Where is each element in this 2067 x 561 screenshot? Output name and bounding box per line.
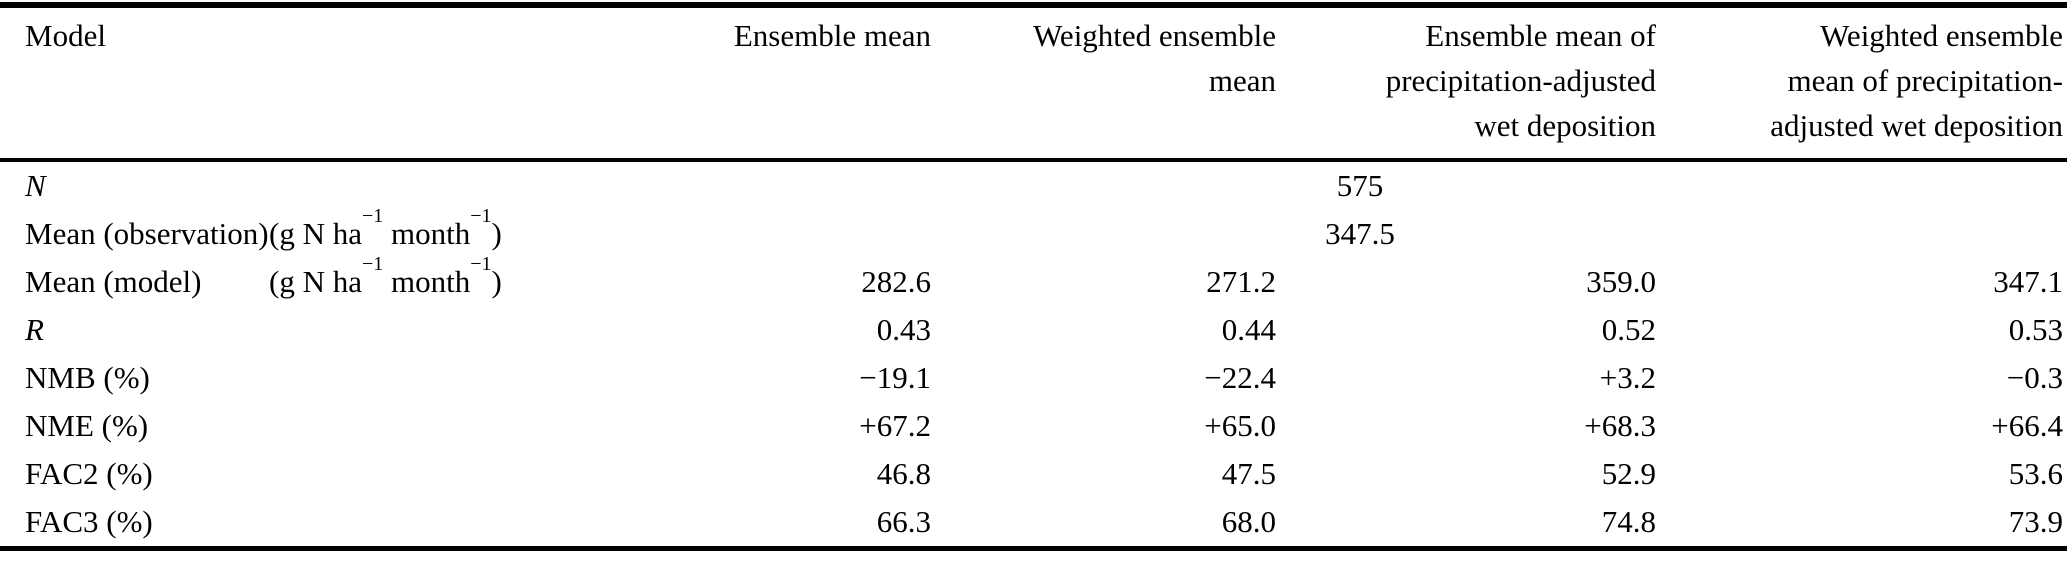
- cell-value: 359.0: [1586, 264, 1656, 299]
- cell-value: 52.9: [1601, 456, 1656, 491]
- row-label-nme: NME (%): [25, 408, 149, 443]
- cell-value: 73.9: [2008, 504, 2063, 539]
- cell-value: 0.52: [1601, 312, 1656, 347]
- column-header-weighted-ensemble-mean: Weighted ensemble mean: [1033, 18, 1276, 98]
- cell-value: −19.1: [859, 360, 931, 395]
- row-label-r: R: [25, 312, 44, 347]
- row-label-fac3: FAC3 (%): [25, 504, 153, 539]
- row-label-mean-model: Mean (model) (g N ha−1 month−1): [25, 252, 502, 299]
- cell-value: 53.6: [2008, 456, 2063, 491]
- cell-value: 271.2: [1206, 264, 1276, 299]
- unit-label: (g N ha−1 month−1): [269, 204, 502, 251]
- superscript-exponent: −1: [361, 204, 384, 227]
- cell-value: −22.4: [1204, 360, 1276, 395]
- row-label-mean-observation: Mean (observation)(g N ha−1 month−1): [25, 204, 502, 251]
- table-row-r: R 0.43 0.44 0.52 0.53: [0, 306, 2067, 354]
- cell-value: 74.8: [1601, 504, 1656, 539]
- unit-label: (g N ha−1 month−1): [269, 252, 502, 299]
- table-row-nmb: NMB (%) −19.1 −22.4 +3.2 −0.3: [0, 354, 2067, 402]
- table-row-nme: NME (%) +67.2 +65.0 +68.3 +66.4: [0, 402, 2067, 450]
- cell-value: +65.0: [1204, 408, 1276, 443]
- row-label-fac2: FAC2 (%): [25, 456, 153, 491]
- cell-value: −0.3: [2006, 360, 2063, 395]
- column-header-model: Model: [25, 18, 106, 53]
- cell-value: 282.6: [861, 264, 931, 299]
- cell-value: 68.0: [1221, 504, 1276, 539]
- cell-value: +67.2: [859, 408, 931, 443]
- cell-mean-observation-value: 347.5: [1325, 216, 1395, 251]
- table-row-fac3: FAC3 (%) 66.3 68.0 74.8 73.9: [0, 498, 2067, 549]
- superscript-exponent: −1: [470, 204, 492, 227]
- cell-value: 0.44: [1221, 312, 1276, 347]
- table-row-mean-model: Mean (model) (g N ha−1 month−1) 282.6 271…: [0, 252, 2067, 306]
- row-label-n: N: [25, 168, 46, 203]
- cell-value: +66.4: [1991, 408, 2063, 443]
- cell-value: 0.53: [2008, 312, 2063, 347]
- column-header-weighted-ensemble-mean-precip-adjusted: Weighted ensemble mean of precipitation-…: [1770, 18, 2063, 143]
- row-label-nmb: NMB (%): [25, 360, 150, 395]
- table-row-mean-observation: Mean (observation)(g N ha−1 month−1) 347…: [0, 204, 2067, 258]
- cell-value: 46.8: [876, 456, 931, 491]
- table-row-n: N 575: [0, 160, 2067, 210]
- cell-value: +3.2: [1599, 360, 1656, 395]
- cell-value: 47.5: [1221, 456, 1276, 491]
- cell-value: 347.1: [1993, 264, 2063, 299]
- column-header-ensemble-mean-precip-adjusted: Ensemble mean of precipitation-adjusted …: [1385, 18, 1656, 143]
- header-row: Model Ensemble mean Weighted ensemble me…: [0, 5, 2067, 160]
- superscript-exponent: −1: [361, 252, 384, 275]
- column-header-ensemble-mean: Ensemble mean: [733, 18, 931, 53]
- cell-value: 0.43: [876, 312, 931, 347]
- superscript-exponent: −1: [470, 252, 492, 275]
- statistics-table: Model Ensemble mean Weighted ensemble me…: [0, 2, 2067, 551]
- cell-n-value: 575: [1336, 168, 1384, 203]
- cell-value: +68.3: [1584, 408, 1656, 443]
- cell-value: 66.3: [876, 504, 931, 539]
- table-row-fac2: FAC2 (%) 46.8 47.5 52.9 53.6: [0, 450, 2067, 498]
